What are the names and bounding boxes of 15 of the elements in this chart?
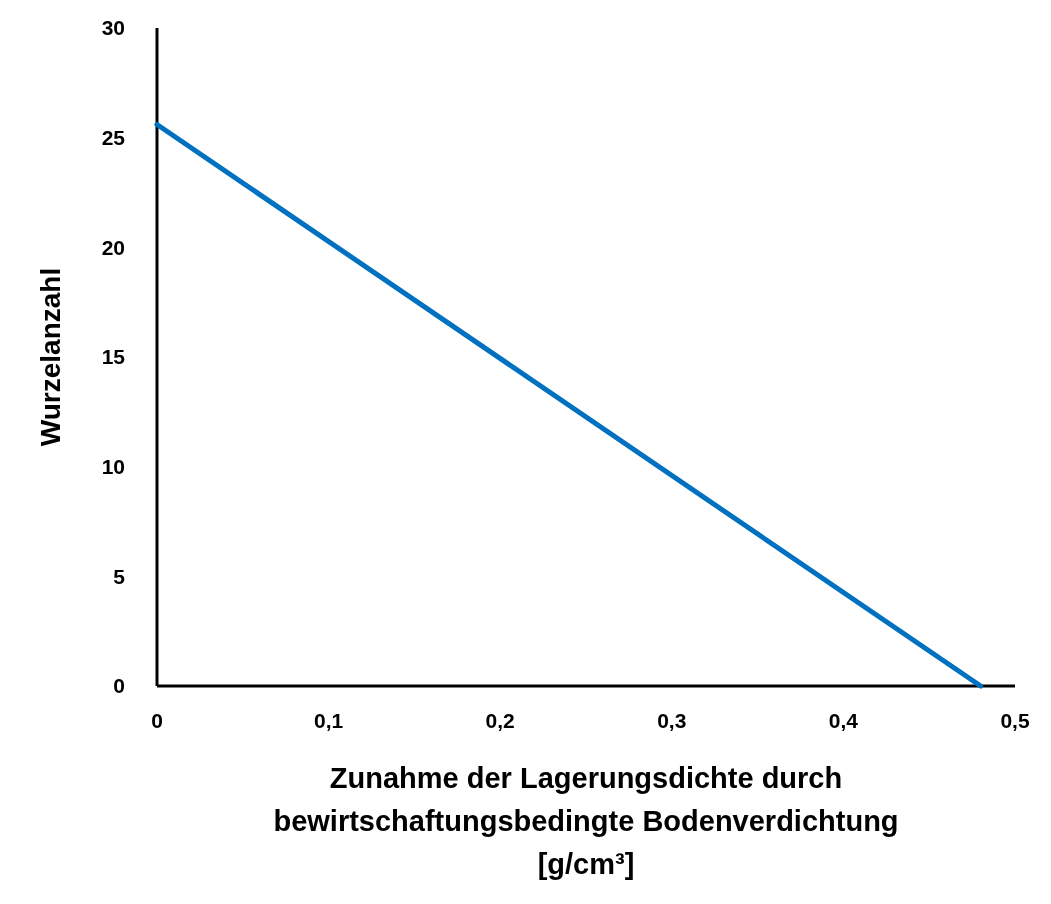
y-tick-label: 15	[101, 345, 126, 369]
x-tick-label: 0	[151, 709, 163, 733]
x-tick-label: 0,2	[485, 709, 515, 733]
y-tick-label: 5	[113, 564, 126, 588]
x-tick-label: 0,4	[828, 709, 859, 733]
y-tick-label: 10	[101, 455, 125, 479]
y-tick-label: 25	[101, 126, 126, 150]
y-tick-label: 20	[101, 235, 125, 259]
x-axis-title: Zunahme der Lagerungsdichte durch bewirtschaftungsbedingte Bodenverdichtung [g/cm³]	[273, 762, 899, 880]
x-tick-label: 0,1	[314, 709, 344, 733]
x-tick-label: 0,5	[1000, 709, 1030, 733]
x-tick-label: 0,3	[657, 709, 687, 733]
y-tick-label: 0	[113, 674, 125, 698]
y-tick-label: 30	[101, 16, 125, 40]
y-axis-title: Wurzelanzahl	[35, 267, 66, 447]
